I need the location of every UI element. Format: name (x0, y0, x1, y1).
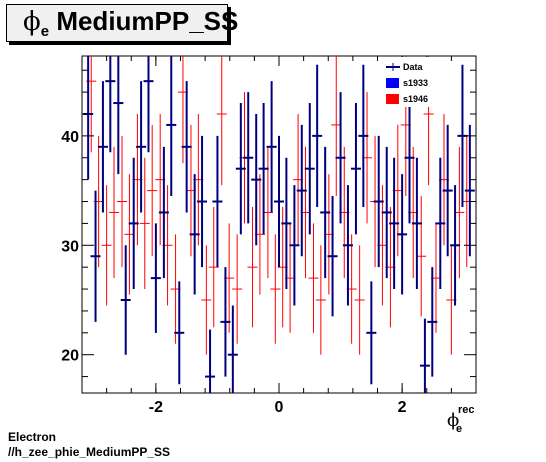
data-point-2 (97, 81, 108, 213)
s1946-point-24 (270, 234, 281, 344)
x-axis-label-superscript: rec (458, 404, 475, 416)
data-point-4 (113, 56, 124, 175)
s1946-point-2 (101, 185, 112, 306)
s1946-point-21 (247, 206, 258, 328)
data-point-43 (411, 157, 422, 290)
data-point-30 (312, 64, 323, 207)
data-point-48 (450, 185, 461, 306)
data-point-41 (397, 174, 408, 295)
data-point-35 (350, 103, 361, 235)
s1946-point-3 (109, 146, 120, 279)
y-tick-label-0: 20 (61, 348, 79, 365)
data-point-27 (289, 185, 300, 306)
s1946-point-19 (232, 234, 243, 344)
title-subscript: e (40, 23, 50, 41)
data-point-25 (274, 135, 284, 268)
legend-label-0: Data (403, 62, 424, 72)
data-point-47 (442, 124, 453, 257)
data-point-22 (251, 113, 262, 246)
data-point-19 (227, 305, 238, 393)
data-point-40 (389, 157, 400, 290)
data-point-20 (235, 103, 246, 235)
data-point-33 (335, 92, 346, 224)
data-point-31 (320, 146, 331, 279)
data-point-44 (419, 318, 430, 393)
data-point-34 (342, 185, 353, 306)
data-point-24 (266, 81, 277, 213)
data-point-29 (304, 103, 315, 235)
data-point-21 (243, 92, 254, 224)
data-point-36 (358, 64, 369, 207)
title-label: MediumPP_SS (56, 6, 239, 36)
s1946-point-4 (117, 135, 128, 268)
data-point-38 (373, 135, 384, 268)
data-point-15 (197, 135, 208, 268)
data-point-46 (435, 157, 446, 290)
x-axis-label-symbol: ϕ (447, 410, 459, 431)
data-point-45 (427, 267, 438, 377)
data-point-42 (404, 92, 415, 224)
s1946-point-17 (216, 56, 227, 186)
chart-title-box: ϕe MediumPP_SS (6, 4, 238, 42)
y-tick-label-2: 40 (61, 129, 79, 146)
legend: Data s1933 s1946 (382, 57, 436, 107)
data-point-23 (258, 103, 269, 235)
s1946-point-8 (147, 124, 158, 257)
data-layer (83, 56, 475, 393)
data-point-28 (296, 124, 307, 257)
data-point-6 (128, 157, 139, 290)
data-point-12 (174, 281, 185, 385)
data-point-3 (105, 56, 116, 153)
s1946-point-7 (139, 157, 150, 290)
data-point-1 (90, 190, 101, 322)
data-point-11 (166, 56, 177, 197)
data-point-16 (205, 329, 216, 393)
data-point-37 (366, 281, 377, 385)
x-tick-label-1: 0 (275, 399, 284, 416)
data-point-26 (281, 157, 292, 290)
footer: Electron //h_zee_phie_MediumPP_SS (8, 430, 170, 460)
data-point-7 (136, 81, 147, 213)
data-point-8 (143, 56, 154, 153)
x-tick-label-2: 2 (398, 399, 407, 416)
data-point-9 (150, 223, 161, 333)
data-point-13 (181, 81, 192, 213)
legend-entry-data: Data (386, 62, 424, 72)
chart-title: ϕe MediumPP_SS (23, 6, 238, 40)
y-tick-label-1: 30 (61, 238, 79, 255)
x-tick-label-0: -2 (149, 399, 163, 416)
data-point-17 (212, 135, 223, 268)
s1946-point-35 (354, 245, 365, 355)
data-point-50 (464, 124, 475, 257)
data-point-18 (220, 267, 231, 377)
s1946-point-30 (315, 245, 326, 355)
footer-line-1: Electron (8, 430, 57, 444)
data-point-39 (381, 146, 392, 279)
data-point-10 (158, 146, 169, 279)
data-point-14 (189, 174, 200, 295)
legend-entry-s1946: s1946 (386, 94, 428, 104)
axis-layer: -2 0 2 20 30 40 (61, 56, 477, 416)
legend-label-1: s1933 (403, 78, 428, 88)
footer-line-2: //h_zee_phie_MediumPP_SS (8, 445, 171, 459)
legend-entry-s1933: s1933 (386, 78, 428, 88)
legend-label-2: s1946 (403, 94, 428, 104)
data-point-32 (327, 196, 338, 317)
title-symbol: ϕ (23, 7, 41, 37)
x-axis-label-subscript: e (456, 423, 462, 435)
data-point-5 (120, 245, 131, 355)
s1946-point-15 (201, 245, 212, 355)
s1946-point-29 (308, 223, 319, 333)
